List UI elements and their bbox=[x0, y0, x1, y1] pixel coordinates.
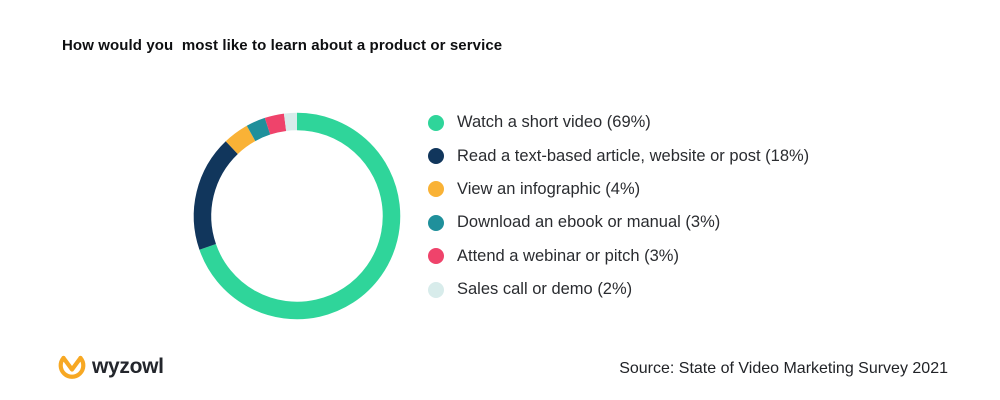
legend-label: Sales call or demo (2%) bbox=[457, 280, 633, 299]
donut-chart bbox=[193, 112, 401, 320]
legend-label: Download an ebook or manual (3%) bbox=[457, 213, 721, 232]
legend-dot bbox=[428, 148, 444, 165]
legend-dot bbox=[428, 114, 444, 131]
logo-wordmark: wyzowl bbox=[92, 355, 164, 378]
legend-label: Read a text-based article, website or po… bbox=[457, 146, 810, 165]
legend-dot bbox=[428, 181, 444, 198]
legend-item: Watch a short video (69%) bbox=[428, 106, 809, 139]
legend: Watch a short video (69%) Read a text-ba… bbox=[428, 106, 809, 306]
donut-segment bbox=[225, 125, 256, 155]
page-title: How would you most like to learn about a… bbox=[62, 37, 503, 54]
legend-label: Attend a webinar or pitch (3%) bbox=[457, 246, 679, 265]
legend-label: Watch a short video (69%) bbox=[457, 113, 651, 132]
legend-item: Read a text-based article, website or po… bbox=[428, 139, 809, 172]
legend-dot bbox=[428, 214, 444, 231]
donut-segment bbox=[264, 113, 287, 135]
donut-chart-container bbox=[182, 101, 412, 331]
legend-item: Sales call or demo (2%) bbox=[428, 273, 809, 306]
donut-segment bbox=[246, 117, 271, 142]
owl-icon bbox=[58, 355, 86, 379]
donut-segment bbox=[199, 112, 401, 320]
wyzowl-logo: wyzowl bbox=[56, 351, 164, 383]
source-text: Source: State of Video Marketing Survey … bbox=[619, 360, 948, 377]
donut-segment bbox=[283, 112, 298, 131]
legend-dot bbox=[428, 281, 444, 298]
donut-segment bbox=[193, 141, 239, 250]
legend-item: View an infographic (4%) bbox=[428, 173, 809, 206]
legend-dot bbox=[428, 248, 444, 265]
legend-item: Attend a webinar or pitch (3%) bbox=[428, 240, 809, 273]
legend-item: Download an ebook or manual (3%) bbox=[428, 206, 809, 239]
legend-label: View an infographic (4%) bbox=[457, 179, 641, 198]
